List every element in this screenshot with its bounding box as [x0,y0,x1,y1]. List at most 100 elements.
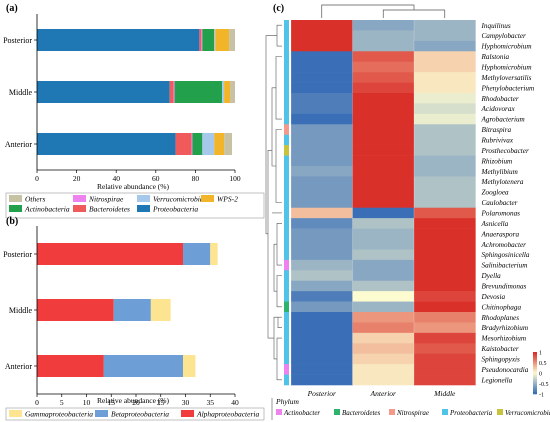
legend-label: Betaproteobacteria [111,410,169,419]
phylum-marker [284,82,289,94]
heatmap-cell [414,155,476,167]
heatmap-cell [352,155,415,167]
y-tick-label: Anterior [5,362,32,371]
phylum-legend-swatch [497,409,503,415]
heatmap-cell [352,218,415,229]
phylum-marker [284,51,289,63]
heatmap-phylum-bar [284,20,289,386]
heatmap-cell [291,30,353,42]
x-tick-label: 20 [132,398,140,407]
column-label: Posterior [307,389,336,398]
colorbar-tick-label: 1 [539,351,542,357]
heatmap-cell [414,249,476,261]
phylum-marker [284,40,289,52]
colorbar-tick-label: 0 [539,372,542,378]
row-label: Anaeraspora [481,230,520,238]
heatmap-cell [414,82,476,94]
row-label: Acidovorax [481,105,516,113]
heatmap-cell [352,61,415,73]
heatmap-cell [352,374,415,386]
heatmap-cell [291,20,353,31]
heatmap-cell [414,20,476,31]
row-dendrogram-branch [276,223,282,266]
phylum-marker [284,312,289,323]
legend-swatch [181,410,194,417]
heatmap-dendrograms [265,4,446,381]
panel-c-label: (c) [273,3,284,14]
heatmap-cell [291,166,353,177]
heatmap-cell [352,124,415,136]
row-dendrogram-branch [276,275,282,308]
heatmap-cell [414,124,476,136]
row-label: Methylibium [481,168,518,176]
heatmap-column-labels: Posterior Anterior Middle [307,389,456,398]
heatmap-cell [352,353,415,365]
panel-a-xlabel: Relative abundance (%) [97,182,170,191]
heatmap-cell [352,291,415,302]
panel-a-bars [37,29,235,155]
heatmap-cell [291,82,353,94]
row-label: Achromobacter [481,241,527,249]
legend-swatch [201,195,214,202]
heatmap-cell [414,30,476,42]
bar-segment [199,29,202,51]
colorbar-step [533,385,537,388]
legend-swatch [73,195,86,202]
row-label: Legionella [481,376,513,384]
phylum-marker [284,166,289,177]
heatmap-cell [414,374,476,386]
legend-label: Alphaproteobacteria [196,410,259,419]
heatmap-cell [414,40,476,52]
panel-b-axes: 0 5 10 15 20 25 30 35 40 Posterior Middle Anterior [3,226,239,407]
panel-a-label: (a) [6,3,18,14]
heatmap-cell [414,145,476,156]
heatmap-cell [352,249,415,261]
heatmap-cell [291,249,353,261]
colorbar-step [533,352,537,355]
heatmap-cell [291,40,353,52]
row-label: Rhizobium [481,157,513,165]
heatmap-cell [352,186,415,198]
column-label: Middle [433,389,456,398]
colorbar-tick-label: -1 [539,393,544,399]
heatmap-cell [414,72,476,83]
y-tick-label: Posterior [3,250,32,259]
phylum-marker [284,343,289,355]
heatmap-cell [414,301,476,313]
row-label: Rhodoplanes [481,314,520,322]
row-dendrogram-branch [275,56,282,120]
heatmap-cell [352,51,415,63]
colorbar-step [533,377,537,380]
legend-label: Proteobacteria [152,205,198,214]
phylum-marker [284,322,289,334]
y-tick-label: Middle [9,88,33,97]
legend-swatch [73,205,86,212]
colorbar-step [533,375,537,378]
bar-segment [192,133,203,155]
heatmap-cell [291,51,353,63]
phylum-marker [284,155,289,167]
bar-segment [37,355,104,377]
bar-segment [37,29,200,51]
heatmap-cell [352,280,415,292]
phylum-legend-title: Phylum [275,397,299,406]
heatmap-cell [414,364,476,375]
panel-c: (c) Inquilinus Campylobacter Hyphomicrobiu… [265,3,550,420]
heatmap-cell [291,353,353,365]
heatmap-cell [291,301,353,313]
heatmap-cell [414,259,476,271]
x-tick-label: 0 [35,398,39,407]
heatmap-cell [352,197,415,209]
row-label: Hyphomicrobium [481,43,532,51]
row-label: Rubrivivax [481,137,514,145]
legend-label: Gammaproteobacteria [25,410,93,419]
row-dendrogram-branch [276,337,282,381]
heatmap-cell [291,343,353,355]
heatmap-cell [291,364,353,375]
column-dendrogram-branch [321,4,415,18]
phylum-marker [284,259,289,271]
heatmap-cell [352,30,415,42]
row-label: Hyphomicrobium [481,64,532,72]
phylum-marker [284,30,289,42]
